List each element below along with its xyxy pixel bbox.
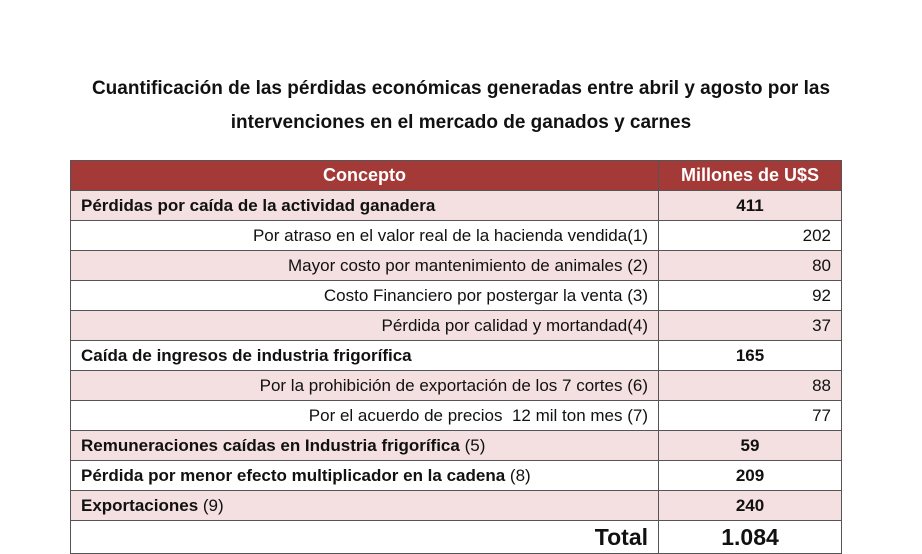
value-cell: 165 <box>658 340 842 371</box>
concept-cell: Mayor costo por mantenimiento de animale… <box>70 250 659 281</box>
table-row: Por atraso en el valor real de la hacien… <box>70 220 842 251</box>
value-cell: 37 <box>658 310 842 341</box>
concept-cell: Caída de ingresos de industria frigorífi… <box>70 340 659 371</box>
value-cell: 209 <box>658 460 842 491</box>
table-row: Costo Financiero por postergar la venta … <box>70 280 842 311</box>
table-row: Pérdida por calidad y mortandad(4) 37 <box>70 310 842 341</box>
concept-label: Pérdida por calidad y mortandad(4) <box>381 315 648 335</box>
concept-label: Exportaciones <box>81 495 199 515</box>
value-cell: 411 <box>658 190 842 221</box>
concept-label: Mayor costo por mantenimiento de animale… <box>288 255 648 275</box>
concept-note: (5) <box>464 435 486 455</box>
table-row: Pérdidas por caída de la actividad ganad… <box>70 190 842 221</box>
concept-label: Remuneraciones caídas en Industria frigo… <box>81 435 460 455</box>
value-cell: 80 <box>658 250 842 281</box>
value-cell: 92 <box>658 280 842 311</box>
table-row: Pérdida por menor efecto multiplicador e… <box>70 460 842 491</box>
concept-cell: Pérdida por menor efecto multiplicador e… <box>70 460 659 491</box>
header-cell: Concepto <box>70 160 659 191</box>
header-row: Concepto Millones de U$S <box>70 160 842 191</box>
concept-label: Costo Financiero por postergar la venta … <box>323 285 648 305</box>
title-line: Cuantificación de las pérdidas económica… <box>91 78 831 99</box>
table-row: Caída de ingresos de industria frigorífi… <box>70 340 842 371</box>
value-cell: 88 <box>658 370 842 401</box>
concept-cell: Por el acuerdo de precios 12 mil ton mes… <box>70 400 659 431</box>
concept-cell: Pérdidas por caída de la actividad ganad… <box>70 190 659 221</box>
concept-cell: Por la prohibición de exportación de los… <box>70 370 659 401</box>
concept-cell: Exportaciones (9) <box>70 490 659 521</box>
concept-label: Total <box>594 523 648 550</box>
concept-label: Por atraso en el valor real de la hacien… <box>252 225 648 245</box>
concept-label: Por el acuerdo de precios 12 mil ton mes… <box>308 405 648 425</box>
concept-label: Pérdidas por caída de la actividad ganad… <box>81 195 436 215</box>
concept-label: Caída de ingresos de industria frigorífi… <box>81 345 412 365</box>
concept-cell: Pérdida por calidad y mortandad(4) <box>70 310 659 341</box>
concept-cell: Remuneraciones caídas en Industria frigo… <box>70 430 659 461</box>
header-cell: Millones de U$S <box>658 160 842 191</box>
concept-note: (8) <box>509 465 531 485</box>
title-line: intervenciones en el mercado de ganados … <box>230 112 692 133</box>
concept-cell: Total <box>70 520 659 554</box>
table-row: Por la prohibición de exportación de los… <box>70 370 842 401</box>
table: Concepto Millones de U$S Pérdidas por ca… <box>70 160 842 554</box>
value-cell: 240 <box>658 490 842 521</box>
concept-cell: Costo Financiero por postergar la venta … <box>70 280 659 311</box>
value-cell: 77 <box>658 400 842 431</box>
concept-label: Por la prohibición de exportación de los… <box>259 375 648 395</box>
table-row: Remuneraciones caídas en Industria frigo… <box>70 430 842 461</box>
table-row: Por el acuerdo de precios 12 mil ton mes… <box>70 400 842 431</box>
concept-cell: Por atraso en el valor real de la hacien… <box>70 220 659 251</box>
value-cell: 59 <box>658 430 842 461</box>
concept-note: (9) <box>202 495 224 515</box>
value-cell: 202 <box>658 220 842 251</box>
table-row: Exportaciones (9) 240 <box>70 490 842 521</box>
value-cell: 1.084 <box>658 520 842 554</box>
concept-label: Pérdida por menor efecto multiplicador e… <box>81 465 506 485</box>
table-row: Mayor costo por mantenimiento de animale… <box>70 250 842 281</box>
table-row: Total 1.084 <box>70 520 842 554</box>
title: Cuantificación de las pérdidas económica… <box>0 72 922 140</box>
